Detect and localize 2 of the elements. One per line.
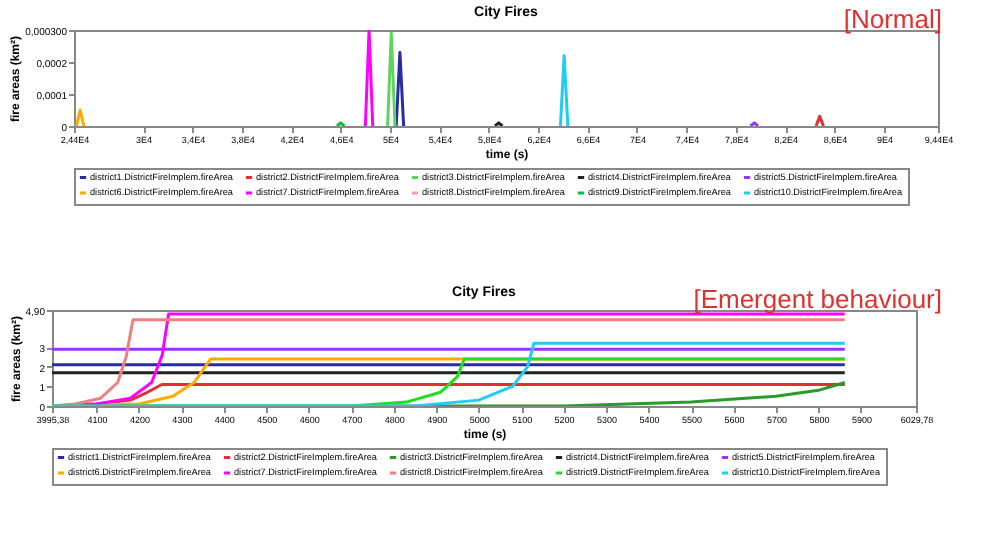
annotation: [Emergent behaviour]: [693, 284, 942, 314]
annotation: [Normal]: [843, 4, 942, 34]
